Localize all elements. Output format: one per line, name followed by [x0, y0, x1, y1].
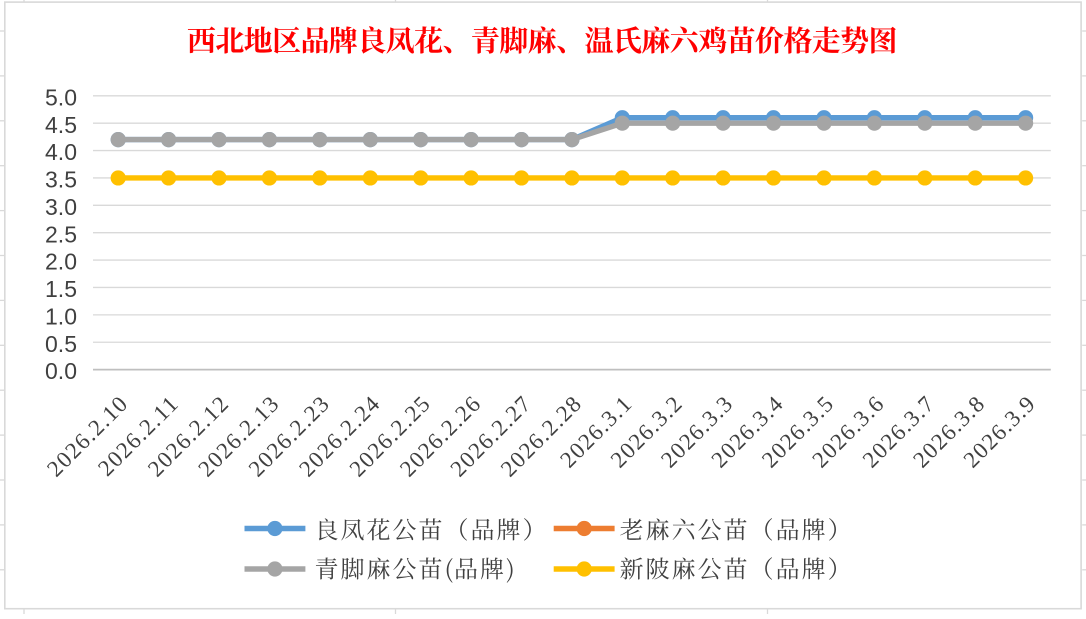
svg-text:3.0: 3.0	[45, 194, 77, 220]
svg-text:2.0: 2.0	[45, 249, 77, 275]
svg-text:1.0: 1.0	[45, 303, 77, 329]
svg-text:3.5: 3.5	[45, 167, 77, 193]
svg-text:0.0: 0.0	[45, 358, 77, 384]
svg-text:4.0: 4.0	[45, 139, 77, 165]
svg-text:0.5: 0.5	[45, 331, 77, 357]
svg-text:1.5: 1.5	[45, 276, 77, 302]
svg-text:5.0: 5.0	[45, 84, 77, 110]
svg-text:2.5: 2.5	[45, 221, 77, 247]
svg-text:4.5: 4.5	[45, 112, 77, 138]
